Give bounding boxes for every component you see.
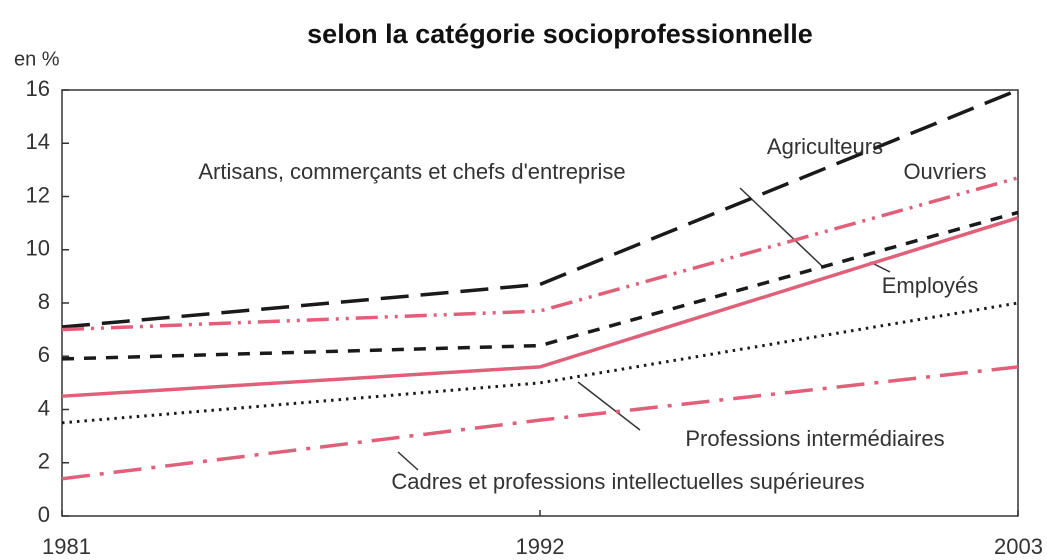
y-tick-label: 4 xyxy=(38,395,50,420)
x-tick-label: 2003 xyxy=(994,534,1043,559)
y-tick-label: 16 xyxy=(26,76,50,101)
series-line xyxy=(61,210,1019,361)
leader-line xyxy=(397,451,419,471)
leader-line xyxy=(739,187,823,267)
series-line xyxy=(61,365,1019,481)
y-tick-label: 0 xyxy=(38,502,50,527)
series-line xyxy=(61,176,1019,332)
y-tick-label: 8 xyxy=(38,289,50,314)
y-tick-label: 2 xyxy=(38,449,50,474)
series-label: Employés xyxy=(882,273,979,298)
leader-line xyxy=(577,381,641,431)
x-tick-label: 1981 xyxy=(42,534,91,559)
series-label: Ouvriers xyxy=(903,159,986,184)
series-label: Professions intermédiaires xyxy=(685,426,944,451)
series-line xyxy=(61,88,1019,329)
series-label: Agriculteurs xyxy=(767,134,883,159)
series-label: Artisans, commerçants et chefs d'entrepr… xyxy=(198,159,625,184)
y-tick-label: 14 xyxy=(26,129,50,154)
y-tick-label: 12 xyxy=(26,182,50,207)
chart-title: selon la catégorie socioprofessionnelle xyxy=(307,19,813,49)
y-tick-label: 6 xyxy=(38,342,50,367)
series-label: Cadres et professions intellectuelles su… xyxy=(391,469,864,494)
x-tick-label: 1992 xyxy=(516,534,565,559)
series-line xyxy=(61,216,1019,398)
y-axis-label: en % xyxy=(14,48,60,70)
y-tick-label: 10 xyxy=(26,236,50,261)
series-line xyxy=(61,301,1019,425)
